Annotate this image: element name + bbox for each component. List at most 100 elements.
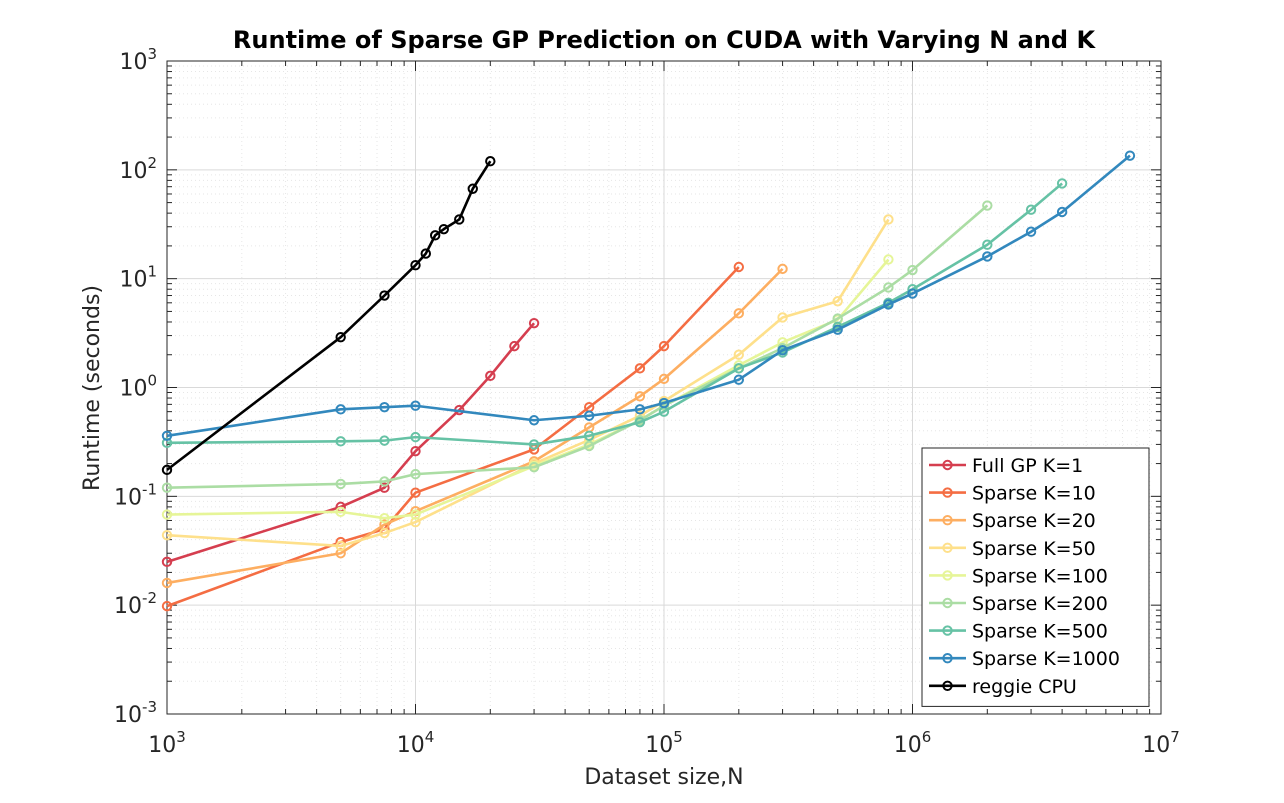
data-point bbox=[528, 415, 540, 426]
data-point bbox=[161, 577, 173, 589]
y-tick-label: 10-3 bbox=[114, 698, 157, 728]
data-point bbox=[379, 435, 390, 446]
legend-swatch-marker bbox=[942, 570, 953, 581]
legend-item: reggie CPU bbox=[929, 676, 1077, 698]
data-point bbox=[634, 416, 646, 428]
data-point bbox=[883, 282, 894, 293]
data-point bbox=[485, 156, 496, 167]
data-point bbox=[379, 512, 390, 524]
data-point bbox=[335, 540, 346, 552]
data-point bbox=[410, 400, 421, 411]
data-point bbox=[379, 476, 390, 487]
legend-swatch-marker bbox=[942, 597, 953, 609]
data-point bbox=[883, 254, 894, 265]
legend: Full GP K=1 Sparse K=10 Sparse K=20 Sparse … bbox=[921, 447, 1150, 707]
legend-label: reggie CPU bbox=[972, 676, 1077, 698]
data-point bbox=[379, 527, 390, 539]
y-tick-labels: 10-3 10-2 10-1 100 101 102 103 bbox=[114, 45, 157, 728]
data-point bbox=[658, 373, 670, 385]
data-point bbox=[634, 404, 646, 415]
y-tick-label: 10-2 bbox=[114, 589, 157, 619]
legend-label: Full GP K=1 bbox=[972, 455, 1083, 477]
series-line bbox=[166, 160, 492, 471]
legend-label: Sparse K=10 bbox=[972, 483, 1096, 505]
axis-ticks bbox=[166, 60, 1162, 715]
legend-label: Sparse K=500 bbox=[972, 621, 1108, 643]
data-point bbox=[883, 214, 894, 225]
data-point bbox=[1025, 226, 1037, 237]
data-point bbox=[583, 410, 595, 421]
data-point bbox=[832, 324, 843, 335]
series-7 bbox=[161, 150, 1136, 441]
y-axis-label: Runtime (seconds) bbox=[80, 285, 105, 491]
legend-label: Sparse K=200 bbox=[972, 593, 1108, 615]
legend-swatch-marker bbox=[942, 515, 953, 526]
legend-swatch-marker bbox=[942, 542, 953, 553]
data-point bbox=[777, 312, 788, 323]
y-tick-label: 100 bbox=[119, 372, 157, 402]
legend-item: Sparse K=500 bbox=[929, 621, 1108, 643]
series-layer bbox=[161, 150, 1136, 612]
data-point bbox=[429, 230, 441, 241]
data-point bbox=[509, 340, 520, 352]
data-point bbox=[161, 529, 173, 541]
data-point bbox=[733, 308, 745, 319]
data-point bbox=[379, 482, 390, 493]
legend-label: Sparse K=1000 bbox=[972, 648, 1120, 670]
data-point bbox=[658, 397, 670, 409]
data-point bbox=[777, 345, 788, 356]
data-point bbox=[438, 223, 450, 235]
data-point bbox=[161, 464, 173, 476]
data-point bbox=[410, 445, 421, 457]
x-tick-label: 107 bbox=[1142, 728, 1180, 758]
data-point bbox=[335, 331, 346, 343]
legend-swatch-marker bbox=[942, 625, 953, 636]
data-point bbox=[982, 239, 993, 250]
data-point bbox=[410, 487, 421, 498]
data-point bbox=[410, 259, 421, 271]
legend-swatch-marker bbox=[942, 680, 953, 691]
y-tick-label: 102 bbox=[119, 154, 157, 184]
data-point bbox=[777, 263, 788, 275]
data-point bbox=[485, 370, 496, 382]
data-point bbox=[733, 349, 745, 360]
legend-swatch-marker bbox=[942, 459, 953, 471]
chart-title: Runtime of Sparse GP Prediction on CUDA … bbox=[233, 26, 1097, 54]
series-line bbox=[166, 204, 989, 490]
series-0 bbox=[161, 317, 540, 568]
legend-item: Sparse K=100 bbox=[929, 565, 1108, 587]
data-point bbox=[379, 401, 390, 413]
data-point bbox=[658, 340, 670, 352]
data-point bbox=[982, 251, 993, 262]
legend-swatch-marker bbox=[942, 487, 953, 498]
data-point bbox=[467, 183, 478, 194]
data-point bbox=[634, 391, 646, 402]
legend-item: Sparse K=200 bbox=[929, 593, 1108, 615]
x-tick-labels: 103 104 105 106 107 bbox=[148, 728, 1180, 758]
data-point bbox=[1056, 206, 1068, 218]
series-line bbox=[166, 182, 1063, 446]
data-point bbox=[832, 296, 843, 307]
data-point bbox=[379, 290, 390, 301]
x-tick-label: 105 bbox=[645, 728, 683, 758]
data-point bbox=[161, 556, 173, 568]
data-point bbox=[161, 430, 173, 441]
data-point bbox=[528, 462, 540, 473]
y-tick-label: 101 bbox=[119, 263, 157, 293]
data-point bbox=[583, 440, 595, 452]
data-point bbox=[528, 317, 540, 329]
series-line bbox=[166, 322, 536, 564]
series-8 bbox=[161, 156, 496, 476]
data-point bbox=[883, 299, 894, 310]
data-point bbox=[335, 478, 346, 490]
legend-item: Sparse K=50 bbox=[929, 538, 1096, 560]
data-point bbox=[420, 248, 431, 259]
legend-label: Sparse K=50 bbox=[972, 538, 1096, 560]
legend-box bbox=[921, 447, 1150, 707]
data-point bbox=[528, 439, 540, 450]
x-tick-label: 103 bbox=[148, 728, 186, 758]
legend-item: Sparse K=10 bbox=[929, 483, 1096, 505]
data-point bbox=[410, 431, 421, 443]
data-point bbox=[410, 509, 421, 520]
